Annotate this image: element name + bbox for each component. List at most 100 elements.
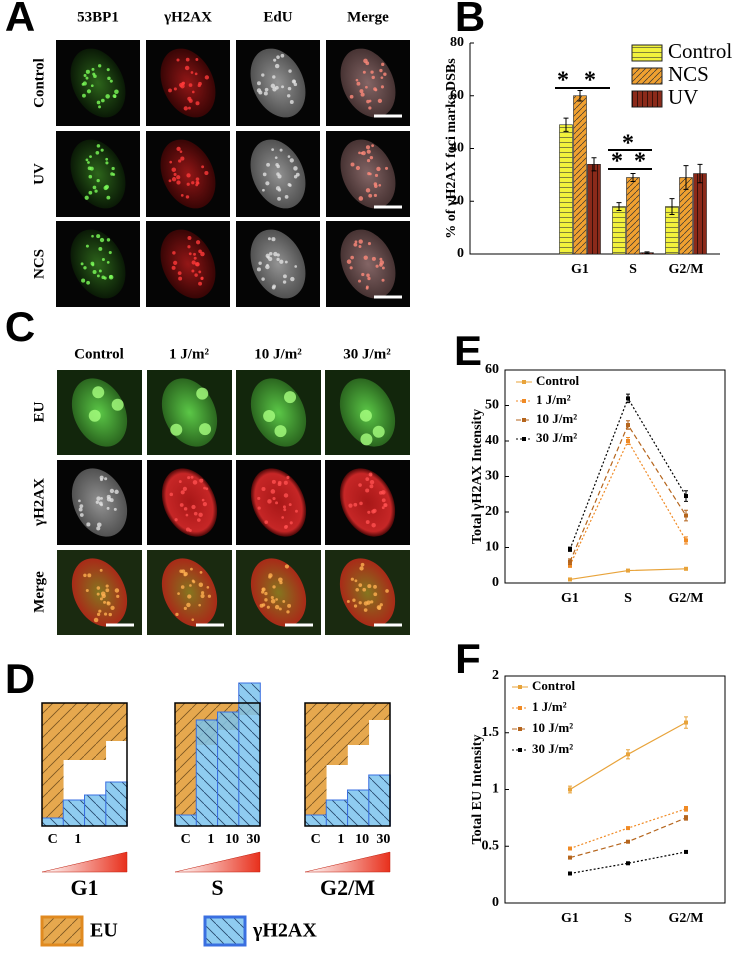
focus [91, 234, 94, 238]
focus [176, 146, 181, 152]
y-tick-label: 40 [450, 141, 464, 156]
error-bar [591, 157, 597, 172]
error-bar [563, 117, 569, 132]
focus [206, 586, 210, 589]
legend-label: Control [668, 39, 732, 63]
focus [183, 507, 188, 511]
focus [111, 398, 124, 411]
legend-marker [522, 399, 526, 403]
marker [684, 815, 688, 820]
panel-letter: F [455, 635, 481, 682]
focus [369, 484, 374, 489]
focus [112, 173, 116, 176]
focus [281, 516, 285, 519]
focus [173, 172, 177, 176]
focus [368, 106, 372, 110]
h2ax-step [195, 719, 219, 827]
marker [626, 423, 630, 428]
focus [374, 88, 378, 92]
focus [368, 99, 372, 103]
eu-step [368, 703, 391, 720]
focus [171, 167, 177, 172]
focus [263, 91, 268, 96]
focus [101, 258, 105, 262]
column-label: EdU [263, 9, 292, 25]
column-label: Control [74, 346, 124, 362]
axes-frame [504, 675, 726, 904]
focus [278, 577, 283, 583]
focus [186, 173, 191, 178]
focus [265, 181, 270, 186]
column-label: Merge [347, 9, 389, 25]
focus [371, 522, 376, 528]
focus [82, 93, 86, 98]
legend-marker [522, 437, 526, 441]
focus [171, 265, 176, 270]
dose-tick: 10 [355, 832, 369, 847]
focus [261, 73, 265, 77]
nucleus [339, 468, 396, 537]
focus [96, 234, 101, 239]
focus [198, 582, 204, 587]
focus [354, 579, 358, 583]
focus [98, 105, 102, 109]
focus [283, 480, 288, 485]
focus [275, 186, 281, 191]
focus [274, 63, 280, 69]
marker [626, 752, 630, 757]
focus [280, 53, 285, 58]
nucleus [160, 229, 216, 299]
focus [100, 148, 104, 152]
eu-step [347, 703, 370, 745]
focus [290, 276, 295, 282]
focus [371, 144, 375, 148]
focus [268, 575, 272, 579]
nucleus [250, 558, 307, 627]
focus [371, 509, 376, 514]
legend-marker [518, 706, 522, 710]
h2ax-step [174, 814, 198, 827]
focus [190, 567, 193, 571]
x-tick-label: G2/M [669, 911, 704, 926]
focus [91, 263, 95, 267]
x-tick-label: G1 [571, 262, 589, 277]
focus [101, 593, 106, 599]
focus [114, 588, 120, 593]
focus [375, 264, 379, 268]
focus [175, 612, 179, 617]
focus [103, 600, 107, 604]
focus [78, 499, 81, 503]
focus [105, 584, 109, 588]
eu-step [175, 703, 197, 815]
focus [350, 255, 355, 260]
focus [108, 612, 112, 617]
row-label: Control [31, 58, 47, 108]
focus [88, 190, 93, 195]
focus [359, 566, 364, 571]
focus [96, 526, 101, 531]
focus [106, 601, 111, 606]
dose-tick: 30 [246, 832, 260, 847]
focus [205, 487, 209, 491]
legend-label: 30 J/m² [536, 430, 577, 445]
focus [274, 85, 279, 90]
focus [99, 597, 103, 601]
focus [381, 278, 385, 282]
focus [262, 172, 267, 177]
focus [196, 518, 201, 522]
y-tick-label: 50 [485, 398, 499, 413]
legend-marker [522, 380, 526, 384]
focus [356, 81, 361, 86]
focus [358, 245, 362, 249]
focus [289, 158, 294, 163]
focus [365, 488, 370, 493]
marker [626, 396, 630, 401]
focus [174, 518, 178, 522]
box-frame [41, 702, 128, 827]
focus [188, 106, 191, 110]
focus [275, 501, 279, 505]
focus [179, 503, 184, 507]
nucleus [70, 139, 126, 209]
focus [349, 266, 353, 270]
focus [103, 612, 108, 616]
